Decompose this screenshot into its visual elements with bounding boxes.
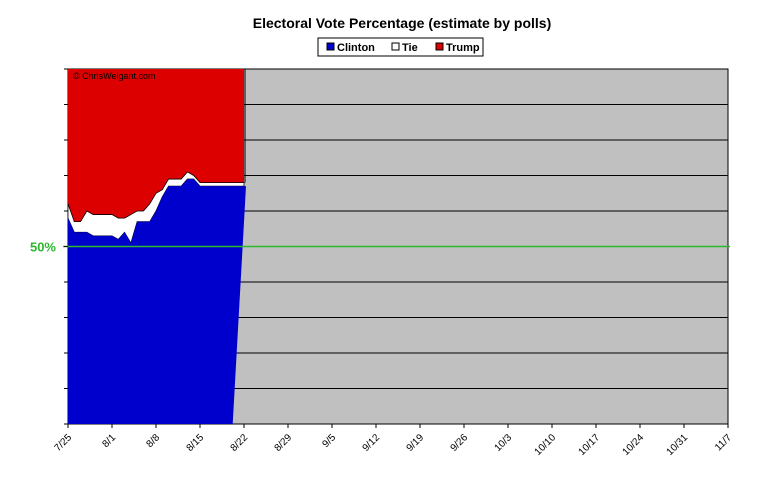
x-tick-label: 10/31 [665,432,691,458]
watermark: © ChrisWeigant.com [73,71,156,81]
legend-items: Clinton Tie Trump [326,42,480,54]
x-tick-label: 8/29 [273,432,295,454]
plot-area: © ChrisWeigant.com [63,68,730,425]
x-tick-label: 11/7 [713,432,734,453]
legend-swatch [435,42,444,51]
x-tick-labels: 7/25 8/1 8/8 8/15 8/22 8/29 9/5 9/12 9/19 9/26 10/… [53,432,735,458]
x-tick-label: 8/1 [101,432,119,450]
x-tick-label: 8/15 [185,432,207,454]
fifty-percent-label: 50% [30,240,56,255]
x-tick-label: 9/26 [449,432,471,454]
x-tick-label: 9/12 [361,432,383,454]
x-tick-label: 7/25 [53,432,75,454]
legend: Clinton Tie Trump [317,37,484,57]
x-tick-label: 9/5 [321,432,339,450]
x-tick-label: 10/10 [533,432,559,458]
trump-area [68,69,244,222]
x-tick-label: 10/3 [493,432,515,454]
x-tick-label: 8/22 [229,432,251,454]
legend-label: Trump [446,42,480,54]
clinton-area [68,179,246,424]
x-tick-label: 10/24 [621,432,647,458]
chart-title: Electoral Vote Percentage (estimate by p… [253,15,552,31]
legend-label: Tie [402,42,418,54]
legend-swatch [326,42,335,51]
legend-label: Clinton [337,42,375,54]
x-tick-label: 9/19 [405,432,427,454]
x-tick-label: 10/17 [577,432,603,458]
legend-swatch [391,42,400,51]
axes: 50% [30,68,729,428]
x-tick-label: 8/8 [145,432,163,450]
